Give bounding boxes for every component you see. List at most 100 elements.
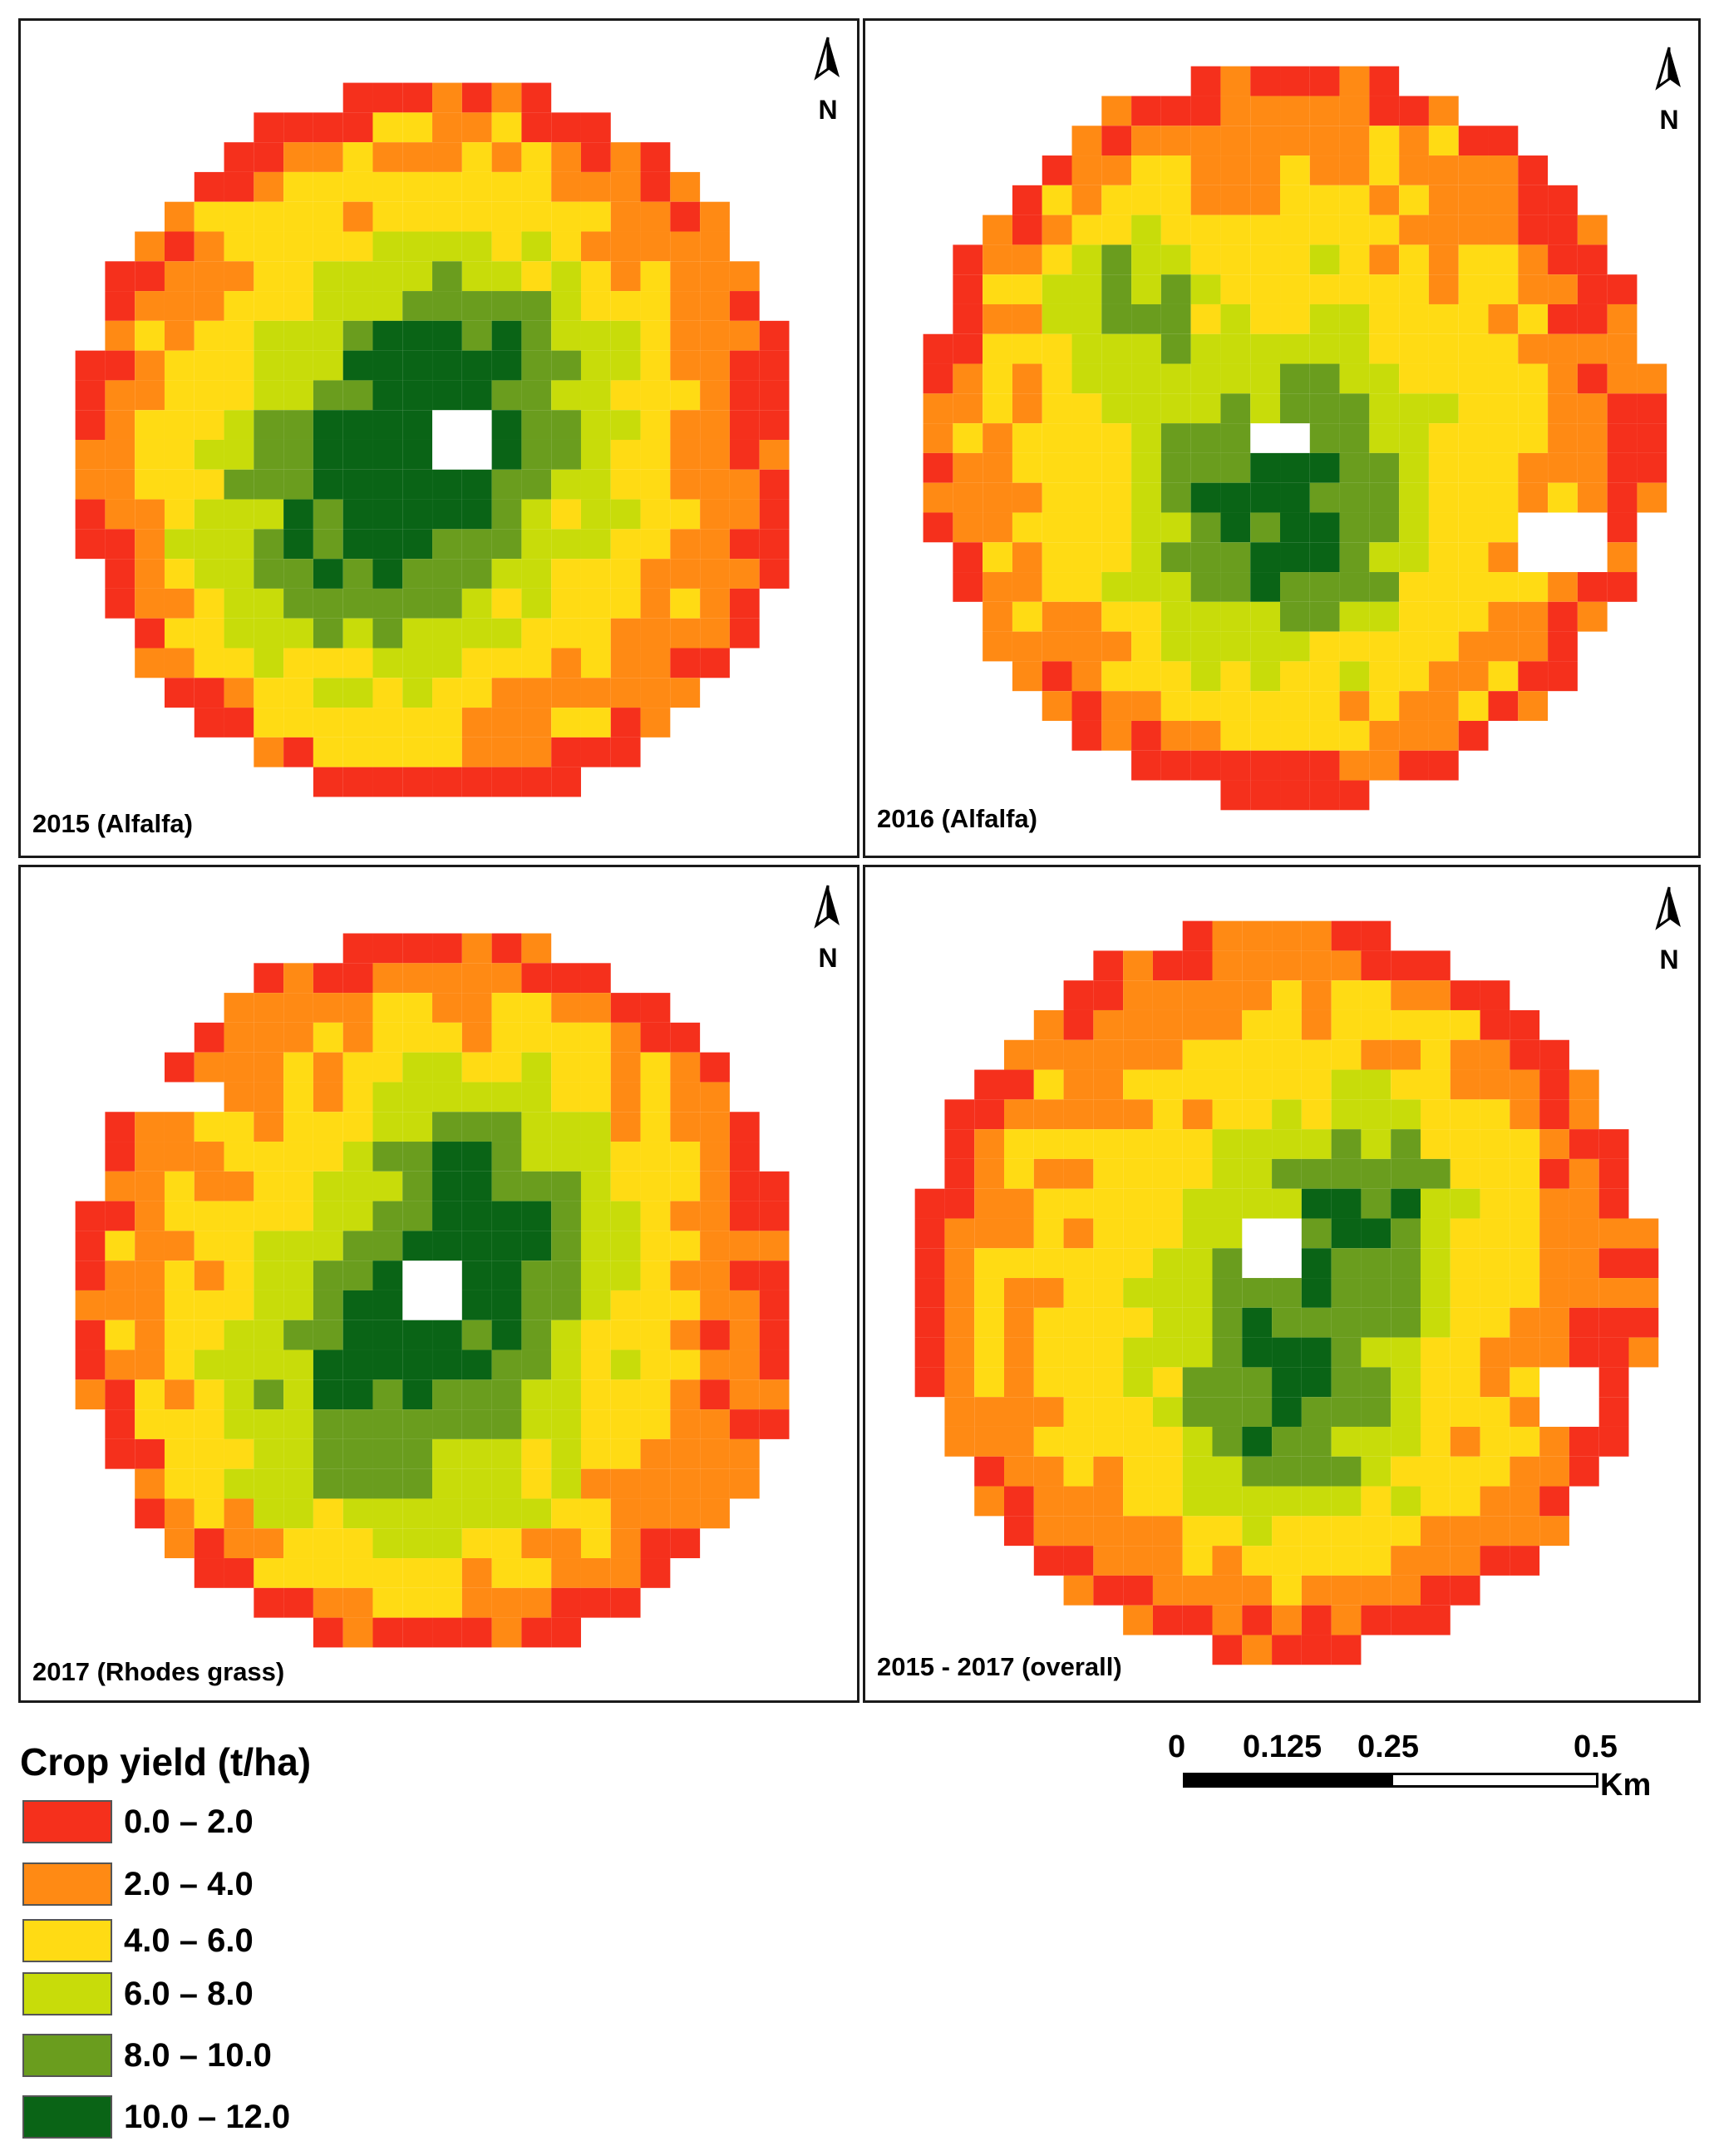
yield-cell — [1272, 1069, 1302, 1100]
yield-cell — [983, 572, 1012, 602]
yield-cell — [1331, 1546, 1362, 1576]
yield-cell — [1220, 601, 1251, 632]
yield-cell — [135, 380, 165, 411]
yield-cell — [974, 1188, 1004, 1219]
yield-cell — [1190, 274, 1221, 304]
yield-cell — [551, 1587, 581, 1618]
yield-cell — [105, 261, 135, 292]
yield-cell — [670, 1052, 701, 1083]
yield-cell — [372, 350, 403, 381]
yield-cell — [1101, 185, 1132, 215]
yield-cell — [1004, 1218, 1034, 1249]
yield-cell — [580, 1587, 611, 1618]
yield-cell — [1152, 1278, 1183, 1308]
yield-cell — [1212, 1367, 1243, 1398]
yield-cell — [1272, 1575, 1302, 1606]
yield-cell — [1361, 1486, 1391, 1517]
yield-cell — [283, 1231, 313, 1261]
yield-cell — [432, 648, 462, 678]
yield-cell — [283, 1409, 313, 1439]
yield-cell — [580, 1468, 611, 1499]
yield-cell — [402, 1498, 433, 1529]
yield-cell — [164, 618, 195, 649]
yield-cell — [1212, 1516, 1243, 1547]
yield-cell — [1391, 1158, 1421, 1189]
yield-cell — [135, 1142, 165, 1172]
yield-cell — [580, 261, 611, 292]
yield-cell — [461, 1022, 492, 1053]
yield-cell — [342, 708, 373, 738]
yield-cell — [610, 1201, 641, 1231]
yield-cell — [944, 1158, 975, 1189]
yield-cell — [135, 559, 165, 589]
yield-cell — [105, 1201, 135, 1231]
yield-cell — [432, 1320, 462, 1350]
yield-cell — [610, 1379, 641, 1410]
yield-cell — [1190, 661, 1221, 692]
scale-bar: 0 0.125 0.25 0.5 Km — [1160, 1729, 1675, 1821]
yield-cell — [551, 1558, 581, 1588]
yield-cell — [1518, 363, 1549, 394]
yield-cell — [729, 1349, 760, 1380]
yield-cell — [372, 1438, 403, 1469]
yield-cell — [1577, 601, 1608, 632]
yield-cell — [224, 469, 254, 500]
yield-cell — [164, 678, 195, 708]
yield-cell — [402, 142, 433, 172]
yield-cell — [521, 1290, 552, 1320]
yield-cell — [1093, 1456, 1124, 1487]
yield-cell — [1004, 1039, 1034, 1070]
yield-cell — [254, 1468, 284, 1499]
yield-cell — [1182, 1337, 1213, 1368]
yield-cell — [759, 350, 790, 381]
yield-cell — [372, 1231, 403, 1261]
yield-cell — [1598, 1129, 1629, 1159]
yield-cell — [1190, 126, 1221, 156]
yield-cell — [1488, 512, 1519, 543]
yield-cell — [1450, 1009, 1480, 1040]
yield-cell — [254, 499, 284, 530]
yield-cell — [372, 933, 403, 964]
yield-cell — [670, 469, 701, 500]
yield-cell — [135, 1290, 165, 1320]
yield-cell — [1160, 244, 1191, 275]
yield-cell — [1242, 1456, 1273, 1487]
yield-cell — [194, 350, 224, 381]
yield-cell — [944, 1218, 975, 1249]
yield-cell — [923, 482, 953, 513]
yield-cell — [1033, 1337, 1064, 1368]
yield-cell — [1510, 1009, 1540, 1040]
yield-cell — [1399, 96, 1429, 126]
yield-cell — [1339, 482, 1370, 513]
yield-cell — [1033, 1516, 1064, 1547]
yield-cell — [1428, 155, 1459, 185]
yield-cell — [1361, 950, 1391, 981]
yield-cell — [953, 363, 983, 394]
yield-cell — [342, 559, 373, 589]
yield-cell — [1212, 1069, 1243, 1100]
yield-cell — [1569, 1426, 1599, 1457]
yield-cell — [610, 201, 641, 232]
yield-cell — [1063, 1307, 1094, 1338]
yield-cell — [135, 1498, 165, 1529]
yield-cell — [342, 1468, 373, 1499]
yield-cell — [1033, 1367, 1064, 1398]
yield-cell — [491, 231, 522, 262]
yield-cell — [1569, 1218, 1599, 1249]
yield-cell — [1339, 452, 1370, 483]
legend-title: Crop yield (t/ha) — [20, 1740, 312, 1784]
yield-cell — [1152, 1605, 1183, 1636]
yield-cell — [432, 350, 462, 381]
yield-cell — [521, 559, 552, 589]
yield-cell — [580, 1142, 611, 1172]
yield-cell — [372, 1022, 403, 1053]
yield-cell — [610, 1052, 641, 1083]
yield-cell — [372, 993, 403, 1023]
yield-cell — [224, 231, 254, 262]
yield-cell — [1101, 155, 1132, 185]
yield-cell — [974, 1367, 1004, 1398]
yield-cell — [254, 1022, 284, 1053]
yield-cell — [254, 529, 284, 560]
yield-cell — [1628, 1307, 1659, 1338]
yield-cell — [580, 1171, 611, 1201]
